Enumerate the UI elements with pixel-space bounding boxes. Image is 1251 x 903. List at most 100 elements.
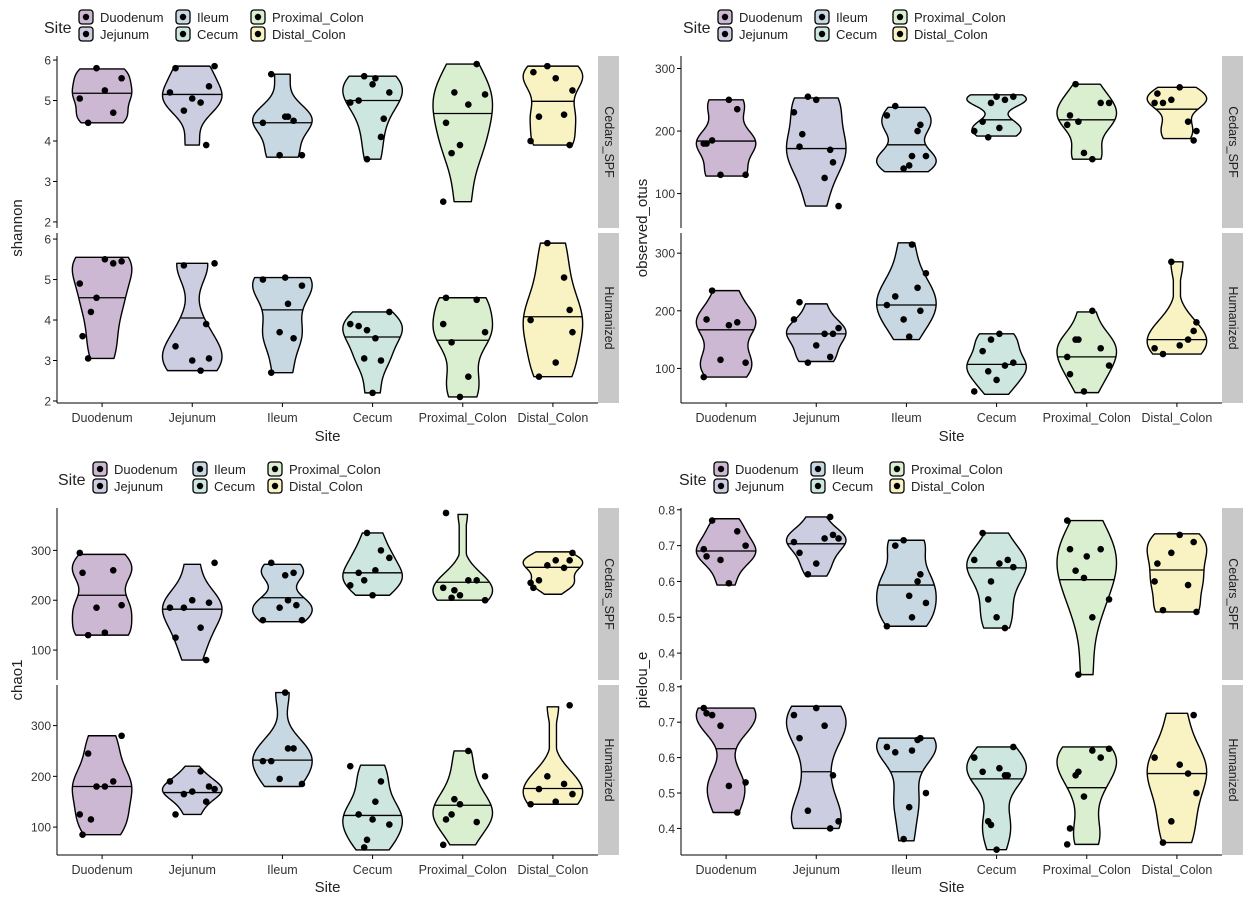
data-point	[79, 569, 86, 577]
data-point	[355, 569, 362, 577]
data-point	[566, 306, 573, 314]
data-point	[346, 762, 354, 770]
data-point	[298, 780, 306, 788]
data-point	[917, 734, 924, 742]
y-tick-label: 300	[655, 62, 675, 76]
data-point	[101, 783, 109, 790]
data-point	[1151, 344, 1158, 352]
data-point	[481, 328, 489, 336]
data-point	[908, 613, 916, 621]
data-point	[93, 294, 100, 302]
data-point	[205, 783, 213, 790]
data-point	[996, 560, 1003, 567]
legend-label: Distal_Colon	[289, 479, 363, 494]
y-tick-label: 0.6	[658, 751, 675, 765]
data-point	[703, 553, 710, 560]
x-tick-label: Jejunum	[169, 411, 216, 425]
data-point	[914, 578, 921, 585]
legend-item: Duodenum	[713, 461, 799, 477]
data-point	[259, 616, 267, 624]
data-point	[346, 581, 354, 589]
legend-item: Distal_Colon	[267, 478, 363, 494]
violin-Jejunum	[161, 62, 223, 149]
data-point	[369, 591, 376, 599]
data-point	[742, 171, 749, 179]
data-point	[79, 831, 86, 839]
data-point	[202, 320, 210, 328]
data-point	[1176, 342, 1184, 349]
data-point	[79, 332, 86, 340]
data-point	[101, 87, 109, 94]
data-point	[1097, 545, 1104, 553]
legend: Site Duodenum Ileum Proximal_Colon Jejunum Ce…	[679, 461, 1003, 494]
data-point	[87, 308, 95, 316]
data-point	[1151, 578, 1158, 585]
data-point	[717, 556, 724, 564]
legend-key-dot	[893, 482, 901, 490]
data-point	[1184, 770, 1192, 777]
violin-body	[161, 262, 223, 372]
legend-item: Ileum	[175, 9, 229, 25]
legend-label: Proximal_Colon	[289, 462, 381, 477]
legend-key-dot	[721, 30, 729, 38]
x-tick-label: Proximal_Colon	[1043, 411, 1131, 425]
violin-body	[966, 94, 1028, 137]
data-point	[1089, 307, 1096, 315]
legend-label: Cecum	[836, 27, 877, 42]
legend-label: Duodenum	[739, 10, 803, 25]
data-point	[1089, 613, 1096, 621]
data-point	[535, 373, 543, 380]
data-point	[360, 844, 368, 851]
data-point	[560, 111, 568, 118]
violin-body	[522, 706, 584, 805]
facet-Cedars_SPF: 100 200 300 Cedars_SPF	[31, 508, 619, 680]
violin-Proximal_Colon	[1056, 80, 1118, 163]
data-point	[211, 260, 218, 267]
data-point	[1066, 545, 1074, 553]
violin-Distal_Colon	[1146, 711, 1208, 846]
violin-Cecum	[966, 330, 1028, 396]
chart-panel-observed_otus: Site Duodenum Ileum Proximal_Colon Jejunum Ce…	[634, 9, 1243, 445]
data-point	[700, 704, 708, 712]
data-point	[1154, 560, 1161, 567]
data-point	[1168, 549, 1175, 557]
x-axis-title: Site	[939, 428, 965, 445]
data-point	[1089, 155, 1096, 163]
violin-Jejunum	[161, 765, 223, 818]
x-tick-label: Duodenum	[696, 411, 757, 425]
facet-strip-label: Humanized	[1226, 286, 1240, 349]
data-point	[826, 513, 834, 521]
violin-Duodenum	[695, 96, 757, 179]
data-point	[281, 572, 289, 579]
y-tick-label: 0.4	[658, 647, 675, 661]
x-tick-label: Distal_Colon	[1141, 411, 1212, 425]
data-point	[76, 811, 84, 818]
data-point	[442, 816, 450, 823]
legend-label: Ileum	[214, 462, 246, 477]
data-point	[456, 141, 464, 149]
data-point	[1105, 596, 1113, 603]
data-point	[552, 359, 560, 366]
data-point	[1193, 789, 1200, 797]
data-point	[742, 542, 749, 549]
data-point	[202, 656, 210, 664]
data-point	[109, 567, 117, 574]
data-point	[987, 336, 995, 343]
data-point	[456, 393, 464, 401]
data-point	[826, 146, 834, 154]
data-point	[970, 127, 978, 135]
facet-strip-label: Humanized	[1226, 738, 1240, 801]
data-point	[109, 778, 117, 785]
data-point	[566, 557, 573, 564]
data-point	[987, 821, 995, 829]
legend-item: Proximal_Colon	[267, 461, 381, 477]
data-point	[560, 274, 568, 281]
facet-Cedars_SPF: 100 200 300 Cedars_SPF	[655, 56, 1243, 228]
x-tick-label: Ileum	[891, 863, 922, 877]
data-point	[922, 599, 930, 607]
violin-Jejunum	[161, 260, 223, 374]
data-point	[1010, 743, 1017, 751]
violin-Distal_Colon	[1146, 531, 1208, 616]
data-point	[166, 604, 174, 612]
data-point	[180, 604, 188, 612]
